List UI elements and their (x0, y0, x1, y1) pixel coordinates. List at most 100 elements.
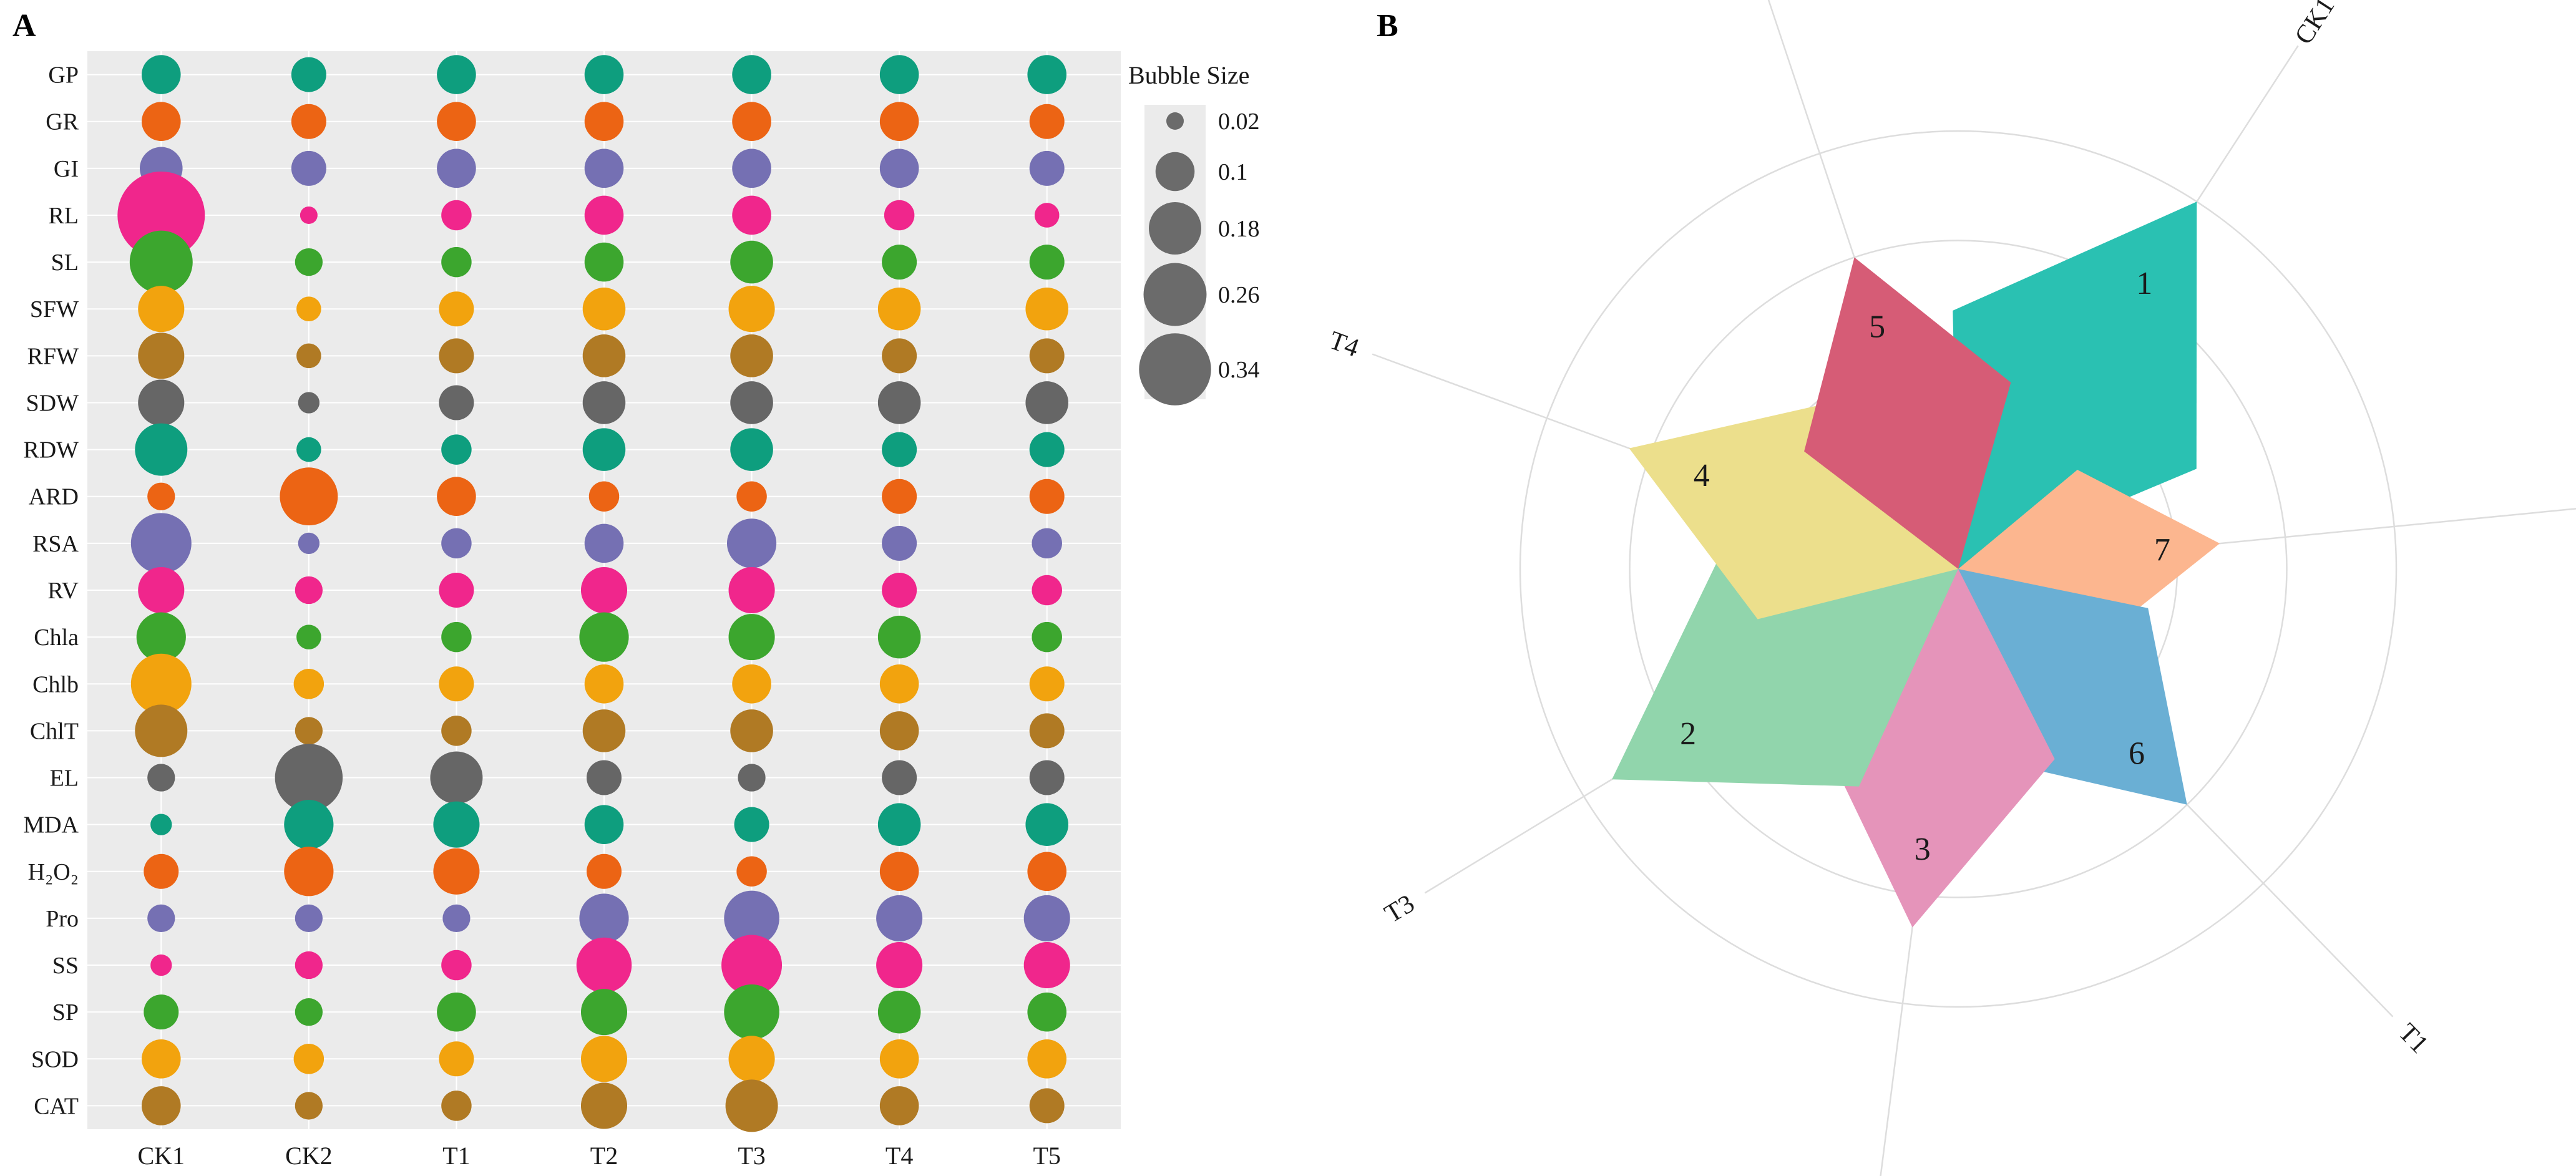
bubble-gi-t3 (732, 148, 771, 188)
bubble-rfw-t4 (882, 338, 917, 374)
bubble-sl-ck2 (295, 248, 323, 276)
column-label-t2: T2 (590, 1142, 618, 1170)
rose-petals (1612, 202, 2220, 928)
bubble-sfw-ck1 (138, 286, 185, 333)
bubble-chlb-t1 (439, 666, 474, 702)
rose-petal-ck1 (1953, 202, 2197, 569)
bubble-sod-t4 (879, 1039, 919, 1079)
bubble-el-ck1 (147, 764, 175, 792)
bubble-gp-ck2 (291, 57, 326, 92)
bubble-rsa-t5 (1032, 528, 1062, 559)
bubble-cat-t1 (441, 1091, 472, 1121)
bubble-chart: GP GR GI RL SL SFW RFW SDW RDW ARD RSA RV Chla Chlb Ch… (23, 51, 1121, 1170)
bubble-rsa-t4 (882, 525, 917, 561)
bubble-sp-t4 (877, 990, 921, 1034)
bubble-pro-ck1 (147, 904, 175, 933)
bubble-chlb-ck2 (293, 669, 324, 699)
bubble-rfw-t2 (582, 334, 626, 377)
bubble-ard-t5 (1029, 479, 1065, 514)
bubble-gi-t2 (584, 148, 624, 188)
rose-petal-label-ck2: 7 (2154, 532, 2170, 568)
legend-bubble-0-34 (1139, 333, 1211, 406)
bubble-chla-ck2 (296, 624, 321, 649)
bubble-rv-t5 (1032, 575, 1062, 606)
bubble-sl-ck1 (129, 230, 193, 294)
row-label-gp: GP (48, 62, 79, 89)
bubble-sfw-t1 (439, 291, 474, 327)
bubble-sfw-t2 (582, 287, 626, 331)
rose-axis-label-t1: T1 (2393, 1018, 2434, 1059)
bubble-rl-t3 (732, 195, 771, 235)
bubble-sfw-ck2 (296, 296, 321, 322)
bubble-rsa-ck2 (298, 532, 320, 555)
bubble-ss-t3 (721, 935, 783, 996)
bubble-gr-ck2 (291, 104, 326, 139)
bubble-sod-t3 (728, 1036, 775, 1082)
row-label-rsa: RSA (32, 531, 79, 557)
bubble-mda-t4 (877, 803, 921, 846)
bubble-el-t3 (738, 764, 766, 792)
bubble-gi-t1 (437, 148, 476, 188)
row-label-chlb: Chlb (32, 671, 79, 697)
bubble-rfw-t5 (1029, 338, 1065, 374)
rose-petal-label-t2: 3 (1915, 832, 1931, 867)
bubble-gi-t5 (1029, 150, 1065, 186)
bubble-chlb-t2 (584, 664, 624, 704)
bubble-sl-t4 (882, 245, 917, 280)
row-label-sdw: SDW (26, 390, 79, 416)
bubble-ss-t2 (576, 937, 632, 993)
rose-petal-label-t5: 5 (1869, 309, 1885, 344)
bubble-rdw-t3 (730, 428, 773, 471)
bubble-rdw-t5 (1029, 432, 1065, 467)
bubble-gi-ck2 (291, 150, 326, 186)
bubble-chlt-t4 (879, 711, 919, 751)
row-label-ard: ARD (29, 484, 79, 510)
bubble-pro-t2 (579, 893, 629, 943)
row-label-sfw: SFW (30, 296, 79, 323)
bubble-chlt-t1 (441, 716, 472, 746)
bubble-chlt-t5 (1029, 713, 1065, 749)
bubble-rdw-t2 (582, 428, 626, 471)
row-label-sp: SP (52, 999, 79, 1026)
rose-grid-ring (1519, 130, 2398, 1008)
bubble-sdw-t3 (730, 381, 773, 424)
rose-petal-label-t4: 4 (1694, 458, 1710, 493)
panel-b-label: B (1377, 8, 1398, 44)
bubble-sp-t3 (724, 984, 779, 1040)
rose-petal-label-ck1: 1 (2136, 266, 2152, 301)
bubble-sod-ck2 (293, 1044, 324, 1074)
bubble-ard-t2 (588, 481, 620, 512)
bubble-ss-t5 (1023, 942, 1070, 989)
row-label-el: EL (50, 765, 79, 792)
bubble-rsa-t3 (726, 518, 777, 568)
bubble-chlb-t3 (732, 664, 771, 704)
bubble-gr-ck1 (141, 102, 181, 142)
bubble-sfw-t4 (877, 287, 921, 331)
bubble-gp-t3 (732, 55, 771, 94)
row-label-h-o: H₂O₂ (28, 859, 79, 885)
bubble-chla-t1 (441, 621, 472, 653)
bubble-pro-t4 (876, 895, 923, 941)
row-label-chla: Chla (34, 624, 79, 651)
bubble-h-o-t4 (879, 852, 919, 892)
bubble-sfw-t5 (1025, 287, 1069, 331)
bubble-sdw-t1 (439, 385, 474, 420)
bubble-rfw-ck1 (138, 333, 185, 379)
column-label-t4: T4 (886, 1142, 913, 1170)
row-label-chlt: ChlT (30, 718, 79, 744)
bubble-h-o-t5 (1027, 852, 1067, 892)
bubble-chlt-ck1 (135, 704, 188, 757)
bubble-row-labels: GP GR GI RL SL SFW RFW SDW RDW ARD RSA RV Chla Chlb Ch… (23, 62, 79, 1120)
bubble-mda-ck1 (150, 814, 172, 835)
bubble-sp-t2 (580, 989, 628, 1036)
bubble-sp-t5 (1027, 992, 1067, 1032)
column-label-t3: T3 (738, 1142, 765, 1170)
bubble-ard-t4 (882, 479, 917, 514)
bubble-el-t4 (882, 760, 917, 795)
column-label-t1: T1 (442, 1142, 470, 1170)
rose-petal-labels: 1 7 6 3 2 4 5 (1680, 266, 2170, 867)
bubble-h-o-ck1 (144, 853, 179, 889)
bubble-sp-ck2 (295, 998, 323, 1026)
column-label-t5: T5 (1033, 1142, 1060, 1170)
